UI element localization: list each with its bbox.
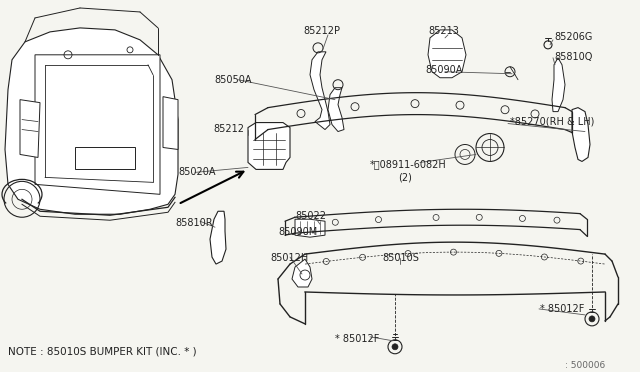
Text: 85012H: 85012H (270, 253, 308, 263)
Text: *85270(RH & LH): *85270(RH & LH) (510, 116, 595, 126)
Polygon shape (210, 211, 226, 264)
Text: 85020A: 85020A (178, 167, 216, 177)
Polygon shape (428, 30, 466, 78)
Text: 85090M: 85090M (278, 227, 317, 237)
Text: 85022: 85022 (295, 211, 326, 221)
Text: NOTE : 85010S BUMPER KIT (INC. * ): NOTE : 85010S BUMPER KIT (INC. * ) (8, 347, 196, 357)
Text: 85206G: 85206G (554, 32, 593, 42)
Text: 85212: 85212 (213, 124, 244, 134)
Text: 85050A: 85050A (214, 75, 252, 85)
Text: *ⓝ08911-6082H: *ⓝ08911-6082H (370, 160, 447, 169)
Polygon shape (295, 219, 325, 237)
Polygon shape (292, 259, 312, 287)
Polygon shape (552, 58, 565, 112)
Text: 85010S: 85010S (382, 253, 419, 263)
Polygon shape (5, 28, 178, 214)
Circle shape (392, 344, 398, 350)
Text: 85212P: 85212P (303, 26, 340, 36)
Text: 85810Q: 85810Q (554, 52, 593, 62)
Polygon shape (572, 108, 590, 161)
Circle shape (589, 316, 595, 322)
Text: 85090A: 85090A (425, 65, 462, 75)
Text: * 85012F: * 85012F (540, 304, 584, 314)
Bar (75, 147, 135, 169)
Text: (2): (2) (398, 172, 412, 182)
Polygon shape (328, 88, 344, 132)
Text: 85213: 85213 (428, 26, 459, 36)
Text: * 85012F: * 85012F (335, 334, 380, 344)
Text: : 500006: : 500006 (565, 361, 605, 370)
Polygon shape (310, 52, 330, 129)
Polygon shape (20, 100, 40, 157)
Text: 85810R: 85810R (175, 218, 212, 228)
Polygon shape (163, 97, 178, 150)
Polygon shape (35, 55, 160, 194)
Polygon shape (248, 122, 290, 169)
